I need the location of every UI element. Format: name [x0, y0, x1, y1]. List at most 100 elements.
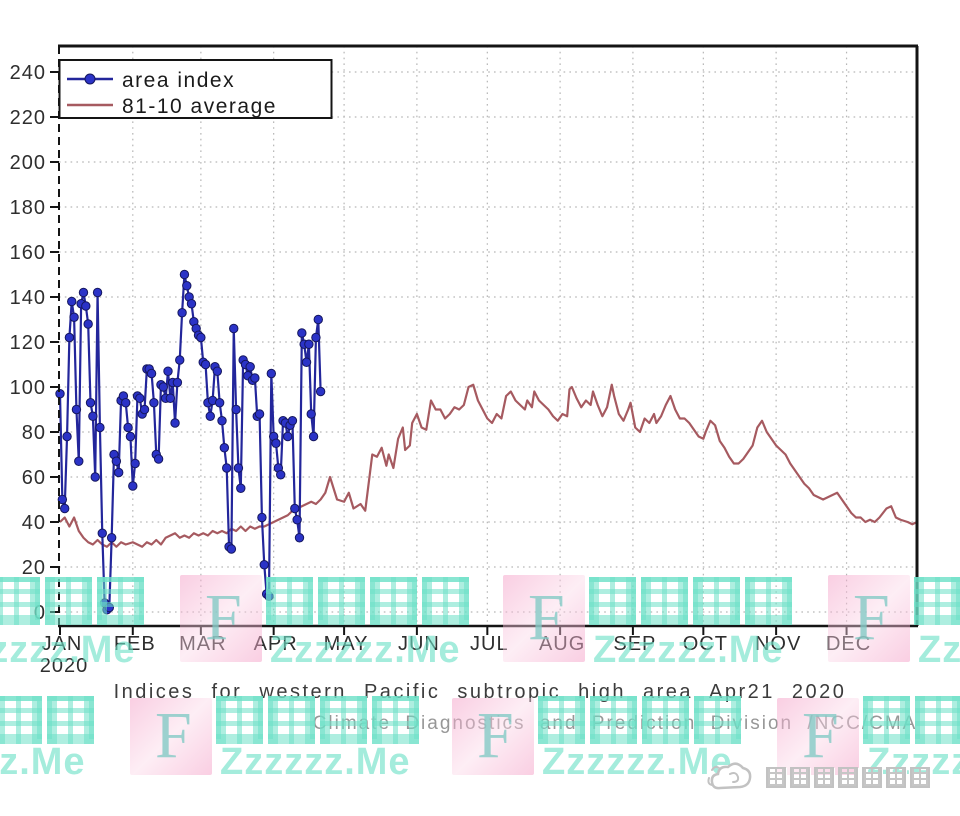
data-point-marker	[236, 483, 246, 493]
footer-logo-glyph	[790, 766, 810, 788]
data-point-marker	[219, 443, 230, 453]
data-point-marker	[163, 366, 173, 376]
legend-label-area-index: area index	[122, 69, 235, 92]
data-point-marker	[264, 591, 274, 601]
x-tick-label: APR	[254, 633, 298, 655]
data-point-marker	[57, 494, 68, 505]
data-point-marker	[158, 382, 169, 392]
data-point-marker	[121, 398, 131, 408]
data-point-marker	[271, 438, 281, 448]
data-point-marker	[170, 418, 180, 428]
footer-logo-glyph	[814, 766, 834, 788]
data-point-marker	[172, 377, 183, 388]
y-tick-label: 180	[10, 197, 46, 219]
data-point-marker	[250, 373, 260, 383]
data-point-marker	[153, 454, 164, 464]
footer-logo-glyph	[838, 766, 858, 788]
series-81-10-average	[59, 383, 918, 548]
data-point-marker	[106, 533, 117, 543]
data-point-marker	[200, 359, 211, 370]
data-point-marker	[313, 314, 323, 325]
data-point-marker	[266, 368, 277, 379]
data-point-marker	[146, 368, 157, 379]
footer-logo-glyph	[910, 766, 930, 788]
x-tick-label: JUL	[470, 633, 509, 655]
data-point-marker	[287, 416, 298, 426]
data-point-marker	[231, 404, 241, 415]
data-point-marker	[125, 431, 136, 442]
data-point-marker	[139, 404, 150, 415]
data-point-marker	[233, 463, 244, 473]
data-point-marker	[123, 422, 133, 433]
data-point-marker	[165, 393, 176, 403]
x-tick-label: MAR	[179, 633, 226, 655]
x-tick-label: NOV	[755, 633, 801, 655]
footer-logo-glyphs	[766, 766, 930, 788]
data-point-marker	[306, 409, 316, 419]
y-axis: 0 20 40 60 80 100 120 140 160 180 200 220 240	[10, 62, 59, 624]
data-point-marker	[245, 362, 255, 372]
legend-marker-area-index	[84, 73, 96, 85]
data-point-marker	[257, 512, 267, 523]
data-point-marker	[290, 503, 300, 514]
data-point-marker	[186, 299, 197, 309]
chart-title: Indices for western Pacific subtropic hi…	[113, 681, 847, 703]
data-point-marker	[222, 463, 232, 473]
data-point-marker	[135, 393, 145, 403]
data-point-marker	[104, 602, 115, 613]
data-point-marker	[113, 467, 124, 478]
data-point-marker	[226, 544, 237, 554]
data-point-marker	[111, 456, 122, 466]
data-point-marker	[69, 312, 79, 322]
y-tick-label: 80	[22, 422, 46, 444]
data-point-marker	[315, 386, 326, 397]
data-point-marker	[276, 470, 286, 480]
data-point-marker	[301, 357, 312, 367]
grid	[59, 46, 917, 626]
x-axis-year-label: 2020	[40, 655, 89, 677]
data-point-marker	[214, 398, 225, 408]
data-point-marker	[90, 472, 100, 482]
footer-logo-glyph	[766, 766, 786, 788]
x-tick-label: DEC	[826, 633, 871, 655]
x-tick-label: SEP	[613, 633, 656, 655]
data-point-marker	[259, 560, 269, 570]
footer-logo: 中国气象爱好者	[706, 758, 930, 796]
x-tick-label: JAN	[42, 633, 83, 655]
legend: area index 81-10 average	[58, 59, 333, 119]
data-point-marker	[71, 404, 82, 415]
data-point-marker	[130, 458, 140, 469]
x-tick-label: MAY	[324, 633, 369, 655]
data-point-marker	[149, 398, 159, 408]
data-point-marker	[74, 456, 84, 466]
x-tick-label: OCT	[683, 633, 728, 655]
data-point-marker	[175, 355, 185, 365]
data-point-marker	[311, 332, 321, 343]
chart-subtitle: Climate Diagnostics and Prediction Divis…	[312, 713, 918, 734]
data-point-marker	[283, 431, 293, 442]
y-tick-label: 200	[10, 152, 46, 174]
data-point-marker	[78, 287, 89, 298]
data-point-marker	[62, 431, 72, 442]
data-point-marker	[229, 323, 239, 334]
y-tick-label: 140	[10, 287, 46, 309]
data-point-marker	[205, 411, 215, 421]
y-tick-label: 160	[10, 242, 46, 264]
data-point-marker	[95, 422, 105, 433]
footer-logo-glyph	[862, 766, 882, 788]
y-tick-label: 120	[10, 332, 46, 354]
y-tick-label: 240	[10, 62, 46, 84]
x-axis: JAN FEB MAR APR MAY JUN JUL AUG SEP OCT NOV DEC 2020	[40, 626, 871, 677]
plot-border	[58, 44, 919, 628]
y-tick-label: 40	[22, 512, 46, 534]
data-point-marker	[297, 328, 307, 338]
y-tick-label: 20	[22, 557, 46, 579]
data-point-marker	[294, 533, 305, 543]
data-point-marker	[64, 332, 75, 343]
data-point-marker	[254, 409, 265, 419]
legend-label-81-10-average: 81-10 average	[122, 95, 277, 118]
x-tick-label: FEB	[114, 633, 156, 655]
x-tick-label: AUG	[539, 633, 585, 655]
y-tick-label: 100	[10, 377, 46, 399]
